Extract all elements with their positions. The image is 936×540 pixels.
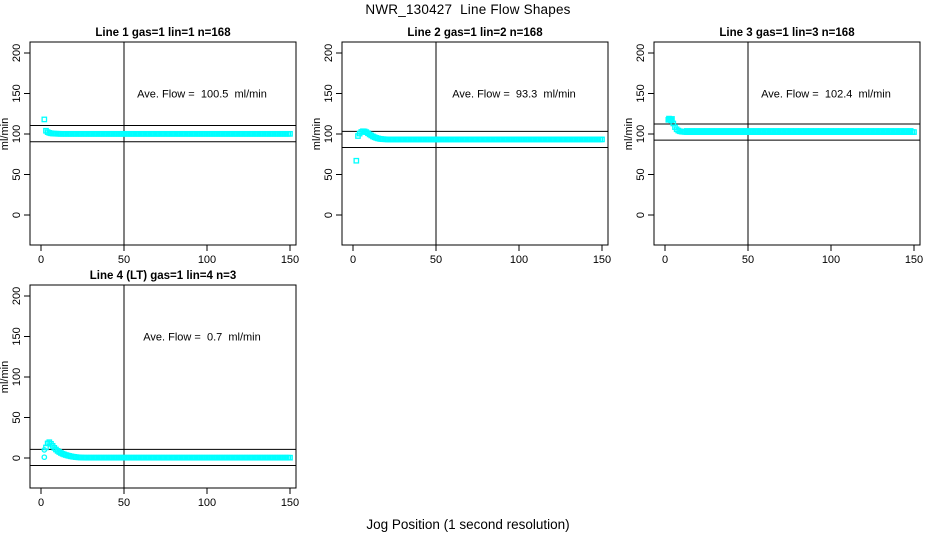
panel-title: Line 4 (LT) gas=1 lin=4 n=3	[90, 270, 236, 282]
y-tick-label: 0	[635, 212, 647, 218]
x-tick-label: 100	[510, 254, 528, 266]
data-marker	[41, 116, 48, 123]
panel-1: Line 1 gas=1 lin=1 n=168 0 50 100 150 200 0 50 1…	[0, 27, 299, 266]
x-tick-label: 50	[118, 497, 130, 509]
y-tick-label: 200	[11, 287, 23, 305]
x-tick-label: 100	[198, 497, 216, 509]
y-tick-label: 100	[11, 368, 23, 386]
y-tick-label: 150	[635, 84, 647, 102]
y-tick-label: 150	[11, 84, 23, 102]
y-axis-title: ml/min	[623, 118, 635, 150]
y-tick-label: 0	[323, 212, 335, 218]
y-axis-title: ml/min	[0, 361, 11, 393]
figure-title: NWR_130427 Line Flow Shapes	[365, 2, 571, 17]
data-marker	[41, 454, 48, 461]
panel-3: Line 3 gas=1 lin=3 n=168 0 50 100 150 200 0 50 1…	[623, 27, 923, 266]
plot-box	[29, 284, 297, 489]
data-marker	[599, 136, 605, 143]
y-axis-title: ml/min	[311, 118, 323, 150]
x-tick-label: 0	[38, 254, 44, 266]
y-tick-label: 150	[323, 84, 335, 102]
data-marker	[353, 157, 360, 164]
panel-4: Line 4 (LT) gas=1 lin=4 n=3 0 50 100 150 200 0…	[0, 270, 299, 509]
plot-box	[341, 41, 609, 246]
annotation-ave-flow: Ave. Flow = 93.3 ml/min	[452, 89, 576, 101]
y-tick-label: 50	[323, 168, 335, 180]
x-tick-label: 150	[281, 497, 299, 509]
plot-box	[653, 41, 921, 246]
panel-title: Line 3 gas=1 lin=3 n=168	[719, 27, 855, 39]
x-tick-label: 0	[38, 497, 44, 509]
x-axis-label: Jog Position (1 second resolution)	[366, 517, 570, 532]
y-tick-label: 50	[11, 168, 23, 180]
x-tick-label: 0	[662, 254, 668, 266]
y-tick-label: 0	[11, 212, 23, 218]
x-tick-label: 150	[905, 254, 923, 266]
panel-2: Line 2 gas=1 lin=2 n=168 0 50 100 150 200 0 50 1…	[311, 27, 611, 266]
x-tick-label: 100	[198, 254, 216, 266]
y-tick-label: 200	[323, 44, 335, 62]
y-tick-label: 200	[11, 44, 23, 62]
annotation-ave-flow: Ave. Flow = 100.5 ml/min	[137, 89, 267, 101]
x-tick-label: 50	[430, 254, 442, 266]
y-tick-label: 200	[635, 44, 647, 62]
y-tick-label: 100	[11, 125, 23, 143]
x-tick-label: 100	[822, 254, 840, 266]
y-tick-label: 50	[635, 168, 647, 180]
x-tick-label: 150	[281, 254, 299, 266]
plot-box	[29, 41, 297, 246]
annotation-ave-flow: Ave. Flow = 102.4 ml/min	[761, 89, 891, 101]
x-tick-label: 50	[742, 254, 754, 266]
x-tick-label: 150	[593, 254, 611, 266]
y-tick-label: 100	[635, 125, 647, 143]
y-tick-label: 50	[11, 411, 23, 423]
data-marker	[911, 129, 917, 135]
panel-title: Line 1 gas=1 lin=1 n=168	[95, 27, 231, 39]
data-marker	[287, 130, 293, 137]
y-tick-label: 150	[11, 327, 23, 345]
data-marker	[287, 454, 293, 461]
x-tick-label: 0	[350, 254, 356, 266]
y-tick-label: 100	[323, 125, 335, 143]
y-axis-title: ml/min	[0, 118, 11, 150]
y-tick-label: 0	[11, 455, 23, 461]
panel-title: Line 2 gas=1 lin=2 n=168	[407, 27, 543, 39]
annotation-ave-flow: Ave. Flow = 0.7 ml/min	[143, 332, 260, 344]
x-tick-label: 50	[118, 254, 130, 266]
